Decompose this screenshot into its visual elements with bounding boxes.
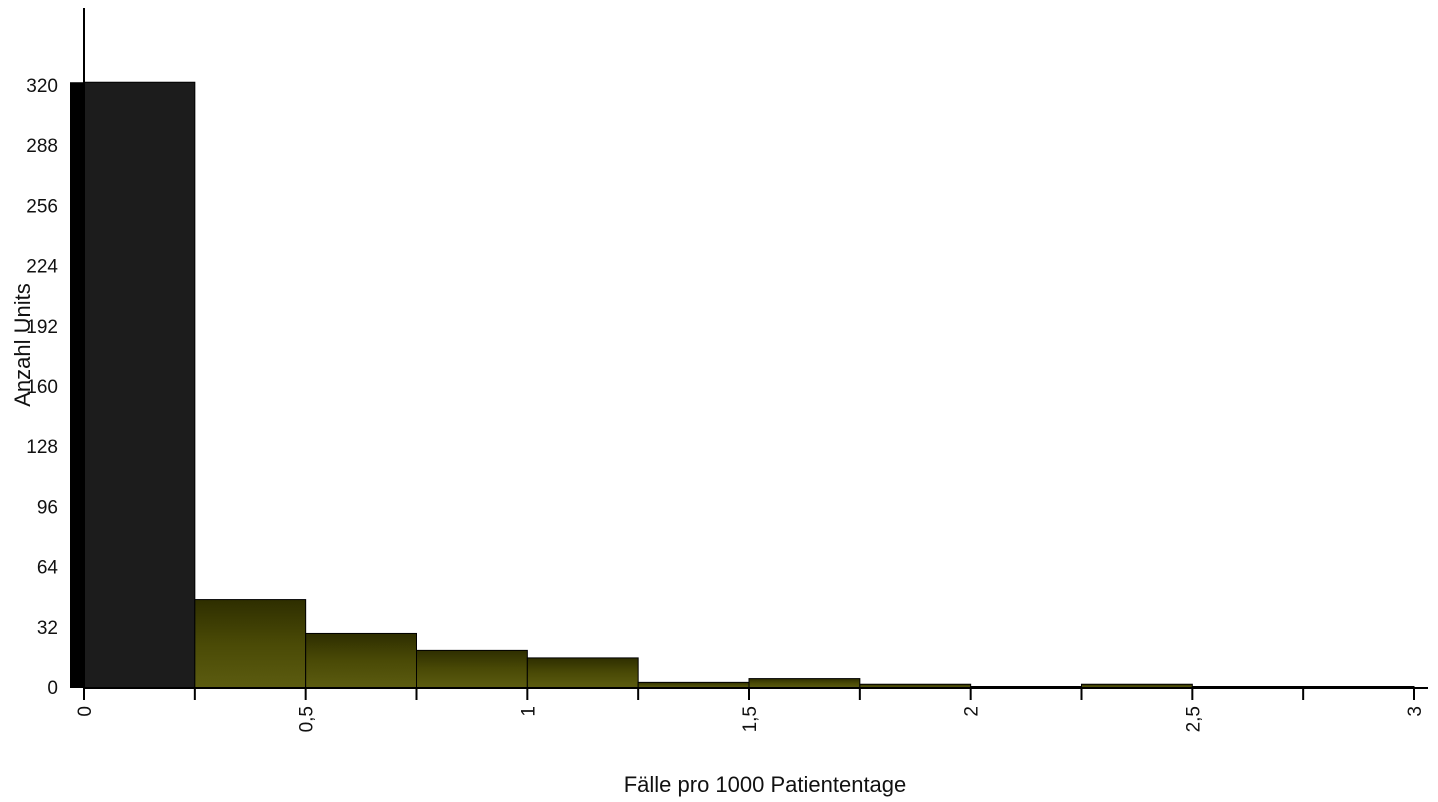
x-axis-ticks: 0 0,5 1 1,5 2 2,5 3 [75,688,1426,732]
x-tick-label: 1 [518,706,539,717]
x-tick-label: 2 [962,706,983,717]
x-tick-label: 2,5 [1183,706,1204,732]
y-axis-title: Anzahl Units [10,283,35,407]
y-tick-label: 128 [26,437,58,458]
x-tick-label: 1,5 [740,706,761,732]
chart-axes [83,8,1428,690]
histogram-bar [83,81,196,689]
y-tick-label: 320 [26,76,58,97]
histogram-bars [70,81,1415,689]
y-tick-label: 32 [37,618,58,639]
histogram-bar [194,599,307,689]
y-tick-label: 160 [26,377,58,398]
y-tick-label: 96 [37,497,58,518]
y-axis-ticks: 0 32 64 96 128 160 192 224 256 288 320 [26,76,58,699]
y-tick-label: 0 [47,678,58,699]
x-axis-title: Fälle pro 1000 Patiententage [624,772,907,797]
y-tick-label: 288 [26,136,58,157]
bar-edge-strip [70,82,84,689]
x-tick-label: 0,5 [297,706,318,732]
x-tick-label: 0 [75,706,96,717]
y-tick-label: 224 [26,257,58,278]
y-tick-label: 64 [37,558,59,579]
histogram-bar [305,632,417,689]
histogram-bar [416,649,528,689]
y-tick-label: 256 [26,196,58,217]
histogram-bar [748,678,861,689]
y-tick-label: 192 [26,317,58,338]
x-tick-label: 3 [1405,706,1426,717]
histogram-bar [526,657,639,689]
